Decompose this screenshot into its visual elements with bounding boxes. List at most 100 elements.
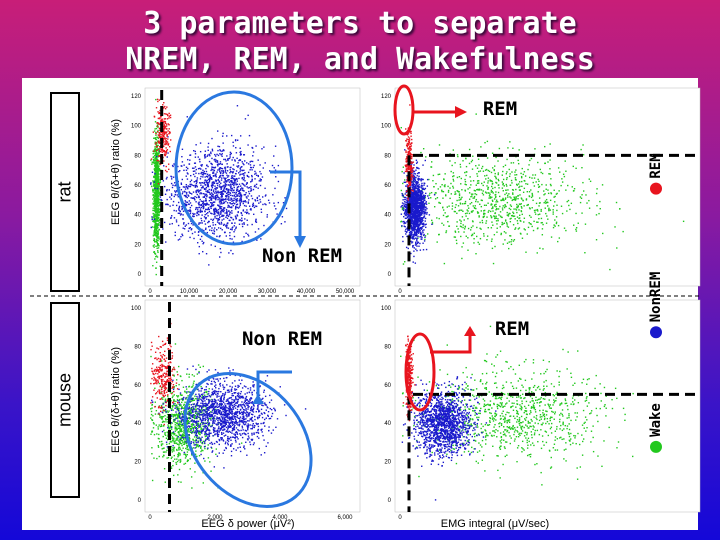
data-point: [556, 204, 558, 206]
data-point: [402, 236, 404, 238]
data-point: [203, 196, 205, 198]
data-point: [461, 196, 463, 199]
data-point: [580, 197, 583, 200]
data-point: [154, 200, 156, 202]
data-point: [152, 183, 155, 185]
data-point: [457, 228, 459, 230]
data-point: [219, 223, 221, 225]
data-point: [554, 225, 556, 227]
data-point: [206, 191, 208, 193]
data-point: [412, 229, 414, 231]
data-point: [155, 166, 157, 168]
data-point: [414, 181, 416, 183]
data-point: [521, 213, 523, 216]
data-point: [416, 249, 418, 252]
data-point: [153, 200, 155, 202]
data-point: [154, 228, 156, 231]
data-point: [452, 175, 454, 178]
data-point: [215, 179, 218, 182]
data-point: [152, 194, 155, 196]
data-point: [237, 207, 240, 209]
data-point: [246, 211, 248, 214]
data-point: [181, 234, 184, 237]
data-point: [200, 206, 202, 209]
data-point: [517, 162, 520, 165]
data-point: [417, 226, 420, 229]
data-point: [207, 146, 209, 148]
data-point: [214, 185, 216, 187]
data-point: [407, 228, 409, 231]
data-point: [504, 220, 507, 222]
data-point: [541, 221, 543, 224]
data-point: [182, 214, 184, 216]
data-point: [414, 208, 416, 210]
data-point: [199, 142, 202, 144]
data-point: [553, 205, 555, 207]
data-point: [153, 191, 156, 194]
data-point: [168, 133, 170, 135]
data-point: [220, 182, 222, 184]
data-point: [183, 190, 186, 193]
data-point: [423, 188, 425, 190]
data-point: [403, 220, 405, 223]
data-point: [156, 159, 158, 162]
data-point: [199, 210, 202, 212]
data-point: [509, 204, 512, 206]
data-point: [412, 235, 414, 237]
data-point: [475, 200, 477, 203]
data-point: [157, 176, 159, 178]
y-tick-label: 0: [138, 272, 142, 278]
data-point: [412, 177, 415, 179]
data-point: [193, 237, 195, 240]
data-point: [466, 171, 468, 173]
data-point: [207, 165, 209, 168]
data-point: [413, 234, 416, 236]
data-point: [214, 192, 216, 194]
data-point: [218, 197, 220, 199]
data-point: [549, 168, 551, 170]
data-point: [412, 219, 414, 221]
data-point: [211, 150, 214, 152]
data-point: [218, 169, 221, 171]
data-point: [260, 238, 262, 240]
data-point: [243, 176, 245, 178]
data-point: [186, 116, 188, 118]
data-point: [228, 197, 230, 199]
data-point: [215, 188, 217, 191]
data-point: [189, 211, 192, 213]
data-point: [447, 185, 449, 188]
data-point: [154, 230, 156, 232]
data-point: [255, 183, 258, 186]
data-point: [227, 166, 229, 168]
data-point: [154, 252, 156, 255]
data-point: [202, 250, 204, 253]
data-point: [420, 208, 422, 211]
data-point: [221, 193, 223, 195]
data-point: [242, 189, 244, 192]
data-point: [188, 210, 191, 212]
data-point: [164, 126, 167, 128]
x-tick-label: 0: [148, 289, 152, 295]
data-point: [255, 205, 258, 208]
data-point: [467, 210, 469, 212]
data-point: [153, 196, 155, 199]
data-point: [157, 192, 160, 194]
data-point: [494, 186, 496, 189]
data-point: [212, 195, 214, 198]
data-point: [217, 182, 219, 185]
data-point: [156, 98, 159, 101]
data-point: [198, 245, 201, 248]
data-point: [401, 225, 403, 227]
data-point: [514, 228, 516, 230]
data-point: [547, 201, 549, 204]
data-point: [210, 169, 212, 172]
data-point: [410, 148, 412, 150]
data-point: [554, 195, 556, 198]
data-point: [215, 159, 217, 161]
data-point: [464, 200, 467, 203]
data-point: [168, 117, 170, 119]
data-point: [194, 175, 196, 178]
data-point: [479, 227, 481, 230]
data-point: [277, 164, 280, 167]
data-point: [205, 184, 207, 186]
